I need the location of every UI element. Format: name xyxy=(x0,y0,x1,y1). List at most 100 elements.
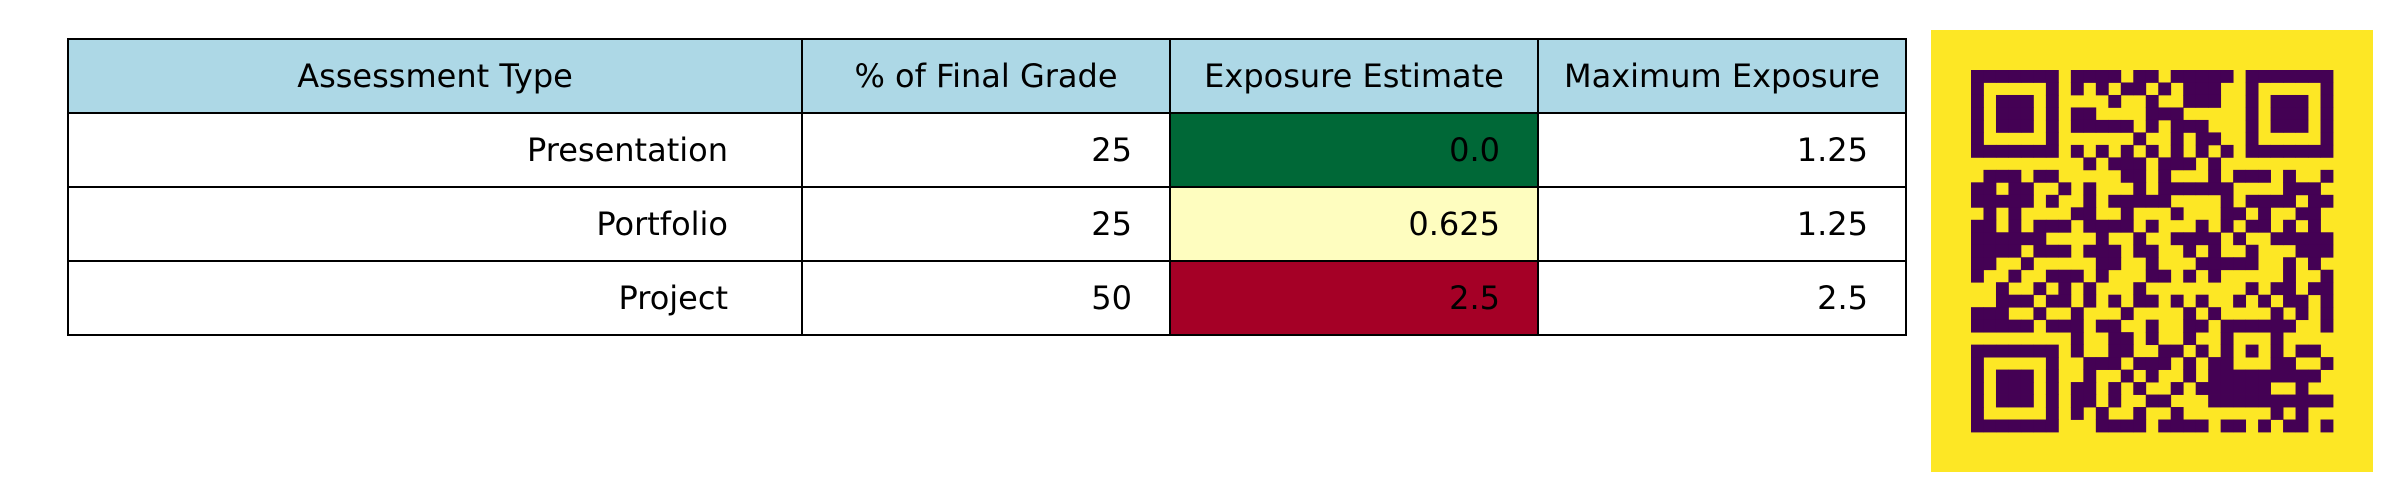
qr-module xyxy=(2120,144,2134,158)
qr-module xyxy=(2145,369,2159,383)
qr-module xyxy=(2133,82,2147,96)
qr-module xyxy=(2145,107,2159,121)
qr-module xyxy=(2320,194,2334,208)
qr-module xyxy=(2045,244,2059,258)
qr-module xyxy=(2258,319,2271,333)
qr-module xyxy=(2058,282,2072,296)
qr-module xyxy=(2083,70,2097,83)
qr-module xyxy=(2283,169,2296,183)
qr-module xyxy=(2008,144,2022,158)
qr-module xyxy=(2320,144,2334,158)
qr-module xyxy=(2283,70,2296,83)
qr-module xyxy=(2283,369,2296,383)
qr-module xyxy=(1995,107,2009,121)
qr-module xyxy=(2083,282,2097,296)
qr-module xyxy=(2283,182,2296,196)
qr-module xyxy=(2008,232,2022,246)
qr-module xyxy=(1995,382,2009,395)
qr-module xyxy=(2133,182,2147,196)
qr-module xyxy=(2083,244,2097,258)
qr-module xyxy=(2070,144,2084,158)
qr-module xyxy=(2033,219,2047,233)
qr-module xyxy=(2133,169,2147,183)
assessment-table-container: Assessment Type % of Final Grade Exposur… xyxy=(67,38,1907,336)
qr-module xyxy=(2270,94,2284,108)
qr-module xyxy=(2233,257,2247,271)
qr-module xyxy=(2270,107,2284,121)
qr-module xyxy=(2020,382,2034,395)
qr-module xyxy=(2095,219,2109,233)
qr-module xyxy=(2283,269,2296,283)
qr-module xyxy=(2283,394,2296,408)
qr-module xyxy=(2133,132,2147,146)
qr-module xyxy=(2145,119,2159,133)
qr-module xyxy=(2258,219,2271,233)
qr-module xyxy=(2308,182,2321,196)
qr-module xyxy=(2170,119,2184,133)
qr-module xyxy=(2295,107,2309,121)
qr-module xyxy=(2133,419,2147,433)
qr-module xyxy=(2120,369,2134,383)
qr-module xyxy=(2220,382,2234,395)
qr-module xyxy=(1983,144,1997,158)
qr-module xyxy=(1971,394,1984,408)
qr-module xyxy=(2020,144,2034,158)
qr-module xyxy=(2170,407,2184,420)
qr-module xyxy=(2195,144,2209,158)
qr-module xyxy=(2108,382,2122,395)
qr-module xyxy=(2145,219,2159,233)
qr-module xyxy=(2270,70,2284,83)
qr-module xyxy=(1971,369,1984,383)
qr-module xyxy=(2283,94,2296,108)
qr-module xyxy=(2208,132,2222,146)
qr-module xyxy=(2145,332,2159,346)
qr-module xyxy=(2095,269,2109,283)
qr-module xyxy=(2008,344,2022,358)
qr-module xyxy=(2308,70,2321,83)
qr-module xyxy=(2308,219,2321,233)
qr-module xyxy=(2258,144,2271,158)
qr-module xyxy=(1995,394,2009,408)
qr-module xyxy=(2295,344,2309,358)
qr-module xyxy=(2058,244,2072,258)
qr-module xyxy=(2295,244,2309,258)
qr-module xyxy=(2045,357,2059,370)
qr-module xyxy=(2308,257,2321,271)
qr-module xyxy=(2233,369,2247,383)
qr-code xyxy=(1931,30,2373,472)
cell-exposure-estimate: 0.625 xyxy=(1169,186,1539,262)
qr-module xyxy=(2233,232,2247,246)
qr-module xyxy=(2208,157,2222,171)
qr-module xyxy=(2108,194,2122,208)
qr-module xyxy=(2195,257,2209,271)
qr-module xyxy=(2245,94,2259,108)
qr-module xyxy=(2208,369,2222,383)
qr-module xyxy=(2045,70,2059,83)
qr-module xyxy=(2245,244,2259,258)
qr-module xyxy=(2120,344,2134,358)
qr-module xyxy=(2133,282,2147,296)
qr-module xyxy=(1971,94,1984,108)
qr-module xyxy=(2045,269,2059,283)
qr-module xyxy=(2120,207,2134,221)
qr-module xyxy=(2295,307,2309,321)
qr-module xyxy=(2170,70,2184,83)
qr-module xyxy=(2195,132,2209,146)
qr-module xyxy=(2295,94,2309,108)
qr-module xyxy=(2245,82,2259,96)
qr-module xyxy=(2170,419,2184,433)
qr-module xyxy=(2170,382,2184,395)
qr-module xyxy=(2233,394,2247,408)
qr-module xyxy=(2283,232,2296,246)
qr-module xyxy=(2020,232,2034,246)
header-maximum-exposure: Maximum Exposure xyxy=(1537,38,1907,114)
qr-module xyxy=(2083,369,2097,383)
qr-module xyxy=(2170,157,2184,171)
qr-module xyxy=(2283,257,2296,271)
qr-module xyxy=(2308,282,2321,296)
qr-module xyxy=(2133,232,2147,246)
qr-module xyxy=(2233,294,2247,308)
qr-module xyxy=(2158,194,2172,208)
qr-module xyxy=(2008,207,2022,221)
qr-module xyxy=(2008,119,2022,133)
